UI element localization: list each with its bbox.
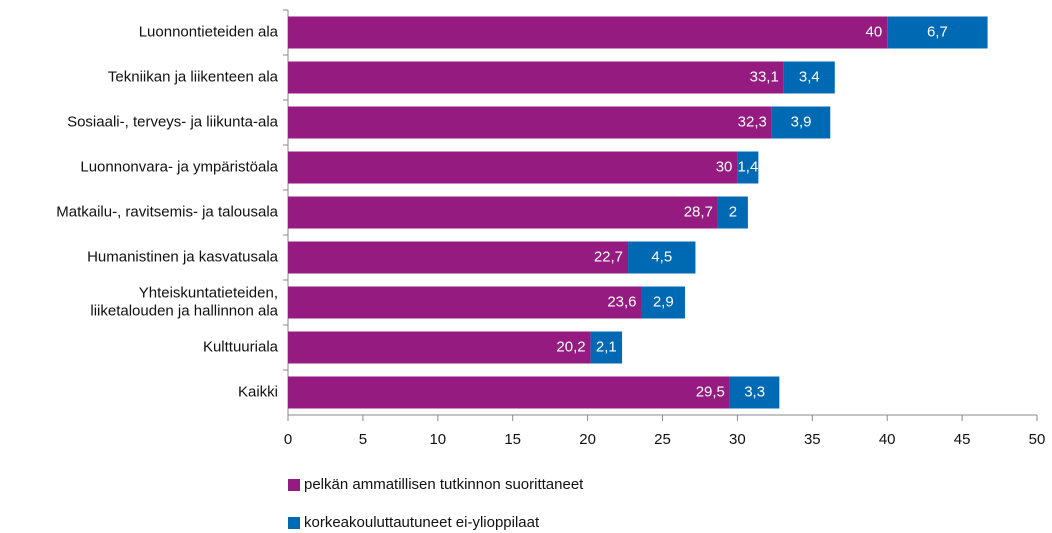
value-label: 3,4 (799, 68, 820, 85)
bar-segment (717, 196, 748, 229)
bar-segment (887, 16, 988, 49)
x-tick-label: 30 (729, 431, 746, 448)
bar-segment (288, 376, 730, 409)
y-tick-label: Luonnonvara- ja ympäristöala (80, 158, 278, 175)
legend-label: pelkän ammatillisen tutkinnon suorittane… (304, 476, 584, 493)
x-tick-label: 20 (579, 431, 596, 448)
y-tick-label: Tekniikan ja liikenteen ala (108, 68, 279, 85)
bar-segment (288, 61, 784, 94)
bar-segment (641, 286, 685, 319)
x-tick-label: 25 (654, 431, 671, 448)
legend-label: korkeakouluttautuneet ei-ylioppilaat (304, 514, 540, 531)
value-label: 33,1 (750, 68, 779, 85)
value-label: 30 (716, 158, 733, 175)
bar-segment (288, 151, 738, 184)
y-tick-label: Sosiaali-, terveys- ja liikunta-ala (67, 113, 279, 130)
bar-segment (288, 331, 591, 364)
value-label: 22,7 (594, 248, 623, 265)
bar-segment (288, 16, 888, 49)
value-label: 20,2 (556, 338, 585, 355)
bar-segment (288, 241, 629, 274)
legend-swatch (288, 517, 300, 529)
x-tick-label: 45 (954, 431, 971, 448)
bar-segment (771, 106, 831, 139)
value-label: 32,3 (738, 113, 767, 130)
value-label: 6,7 (927, 23, 948, 40)
bar-segment (590, 331, 623, 364)
bar-segment (737, 151, 759, 184)
x-tick-label: 0 (284, 431, 292, 448)
value-label: 29,5 (696, 383, 725, 400)
bar-segment (288, 106, 772, 139)
bar-segment (729, 376, 780, 409)
x-tick-label: 35 (804, 431, 821, 448)
y-tick-label: Luonnontieteiden ala (139, 23, 279, 40)
value-label: 28,7 (684, 203, 713, 220)
bar-segment (288, 286, 642, 319)
y-tick-label: Kulttuuriala (203, 338, 279, 355)
value-label: 2,1 (596, 338, 617, 355)
x-tick-label: 5 (359, 431, 367, 448)
bar-segment (288, 196, 718, 229)
bar-segment (783, 61, 835, 94)
x-tick-label: 50 (1029, 431, 1046, 448)
value-label: 40 (866, 23, 883, 40)
value-label: 3,3 (744, 383, 765, 400)
value-label: 4,5 (651, 248, 672, 265)
value-label: 3,9 (791, 113, 812, 130)
x-tick-label: 10 (429, 431, 446, 448)
value-label: 1,4 (737, 158, 758, 175)
legend-swatch (288, 479, 300, 491)
y-tick-label: Kaikki (238, 383, 278, 400)
y-tick-label: Humanistinen ja kasvatusala (87, 248, 279, 265)
bar-segment (628, 241, 696, 274)
y-tick-label: Yhteiskuntatieteiden, liiketalouden ja ha… (90, 284, 278, 319)
value-label: 2,9 (653, 293, 674, 310)
value-label: 23,6 (607, 293, 636, 310)
x-tick-label: 40 (879, 431, 896, 448)
value-label: 2 (729, 203, 737, 220)
x-tick-label: 15 (504, 431, 521, 448)
y-tick-label: Matkailu-, ravitsemis- ja talousala (56, 203, 278, 220)
